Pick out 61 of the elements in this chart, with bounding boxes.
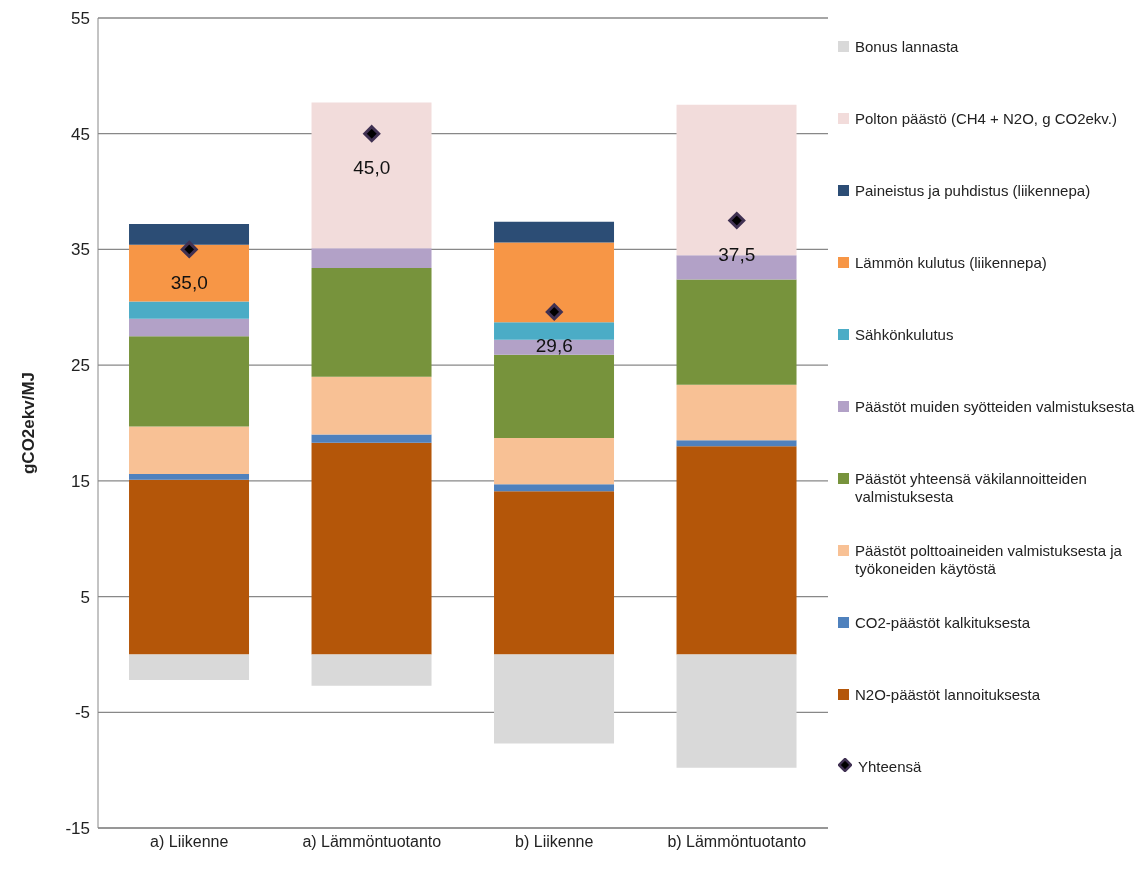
bar xyxy=(494,354,615,439)
bar xyxy=(494,491,615,655)
y-axis-title: gCO2ekv/MJ xyxy=(19,371,39,475)
legend-label: Yhteensä xyxy=(858,758,922,776)
legend-label: Paineistus ja puhdistus (liikennepa) xyxy=(855,182,1091,200)
data-label: 29,6 xyxy=(535,334,573,356)
bar xyxy=(129,473,250,480)
point xyxy=(180,240,198,258)
bar xyxy=(311,442,432,655)
point xyxy=(363,125,381,143)
bar xyxy=(676,654,797,768)
bar xyxy=(311,248,432,268)
bar xyxy=(129,426,250,474)
legend-label: Sähkönkulutus xyxy=(855,326,954,344)
bar xyxy=(676,279,797,385)
point xyxy=(728,212,746,229)
bar xyxy=(311,654,432,686)
y-tick-label: 45 xyxy=(71,124,90,144)
bar xyxy=(129,223,250,245)
legend-label: Lämmön kulutus (liikennepa) xyxy=(855,254,1047,272)
bar xyxy=(129,336,250,427)
bar xyxy=(129,301,250,319)
bar xyxy=(129,479,250,655)
x-tick-label: a) Lämmöntuotanto xyxy=(302,833,442,851)
legend-label: CO2-päästöt kalkituksesta xyxy=(855,614,1031,632)
data-label: 37,5 xyxy=(718,243,756,265)
x-tick-label: a) Liikenne xyxy=(150,833,229,851)
data-label: 35,0 xyxy=(170,272,208,294)
y-tick-label: 25 xyxy=(71,356,90,376)
bar xyxy=(494,438,615,485)
y-tick-label: -5 xyxy=(74,703,90,723)
bar xyxy=(676,384,797,441)
bar xyxy=(494,242,615,323)
bar xyxy=(676,440,797,447)
y-tick-label: 55 xyxy=(71,9,90,29)
bar xyxy=(311,376,432,435)
y-tick-label: -15 xyxy=(65,819,90,839)
y-tick-label: 35 xyxy=(71,240,90,260)
point xyxy=(545,303,563,321)
bar xyxy=(494,484,615,492)
bar xyxy=(311,267,432,377)
bar xyxy=(676,446,797,655)
bar xyxy=(494,322,615,340)
legend-label: Polton päästö (CH4 + N2O, g CO2ekv.) xyxy=(855,110,1117,128)
bar xyxy=(494,654,615,744)
bar xyxy=(129,318,250,337)
x-tick-label: b) Lämmöntuotanto xyxy=(667,833,807,851)
bar xyxy=(129,654,250,680)
y-tick-label: 5 xyxy=(80,587,90,607)
bar xyxy=(129,244,250,302)
legend-label: Päästöt muiden syötteiden valmistuksesta xyxy=(855,398,1135,416)
legend-label: Päästöt polttoaineiden valmistuksesta ja työkoneiden käytöstä xyxy=(855,542,1123,578)
legend-label: Bonus lannasta xyxy=(855,38,959,56)
y-tick-label: 15 xyxy=(71,471,90,491)
data-label: 45,0 xyxy=(353,156,391,178)
bar xyxy=(494,221,615,243)
bar xyxy=(311,102,432,249)
x-tick-label: b) Liikenne xyxy=(515,833,594,851)
legend-label: N2O-päästöt lannoituksesta xyxy=(855,686,1041,704)
bar xyxy=(311,434,432,443)
legend-label: Päästöt yhteensä väkilannoitteiden valmistuksesta xyxy=(855,470,1088,506)
